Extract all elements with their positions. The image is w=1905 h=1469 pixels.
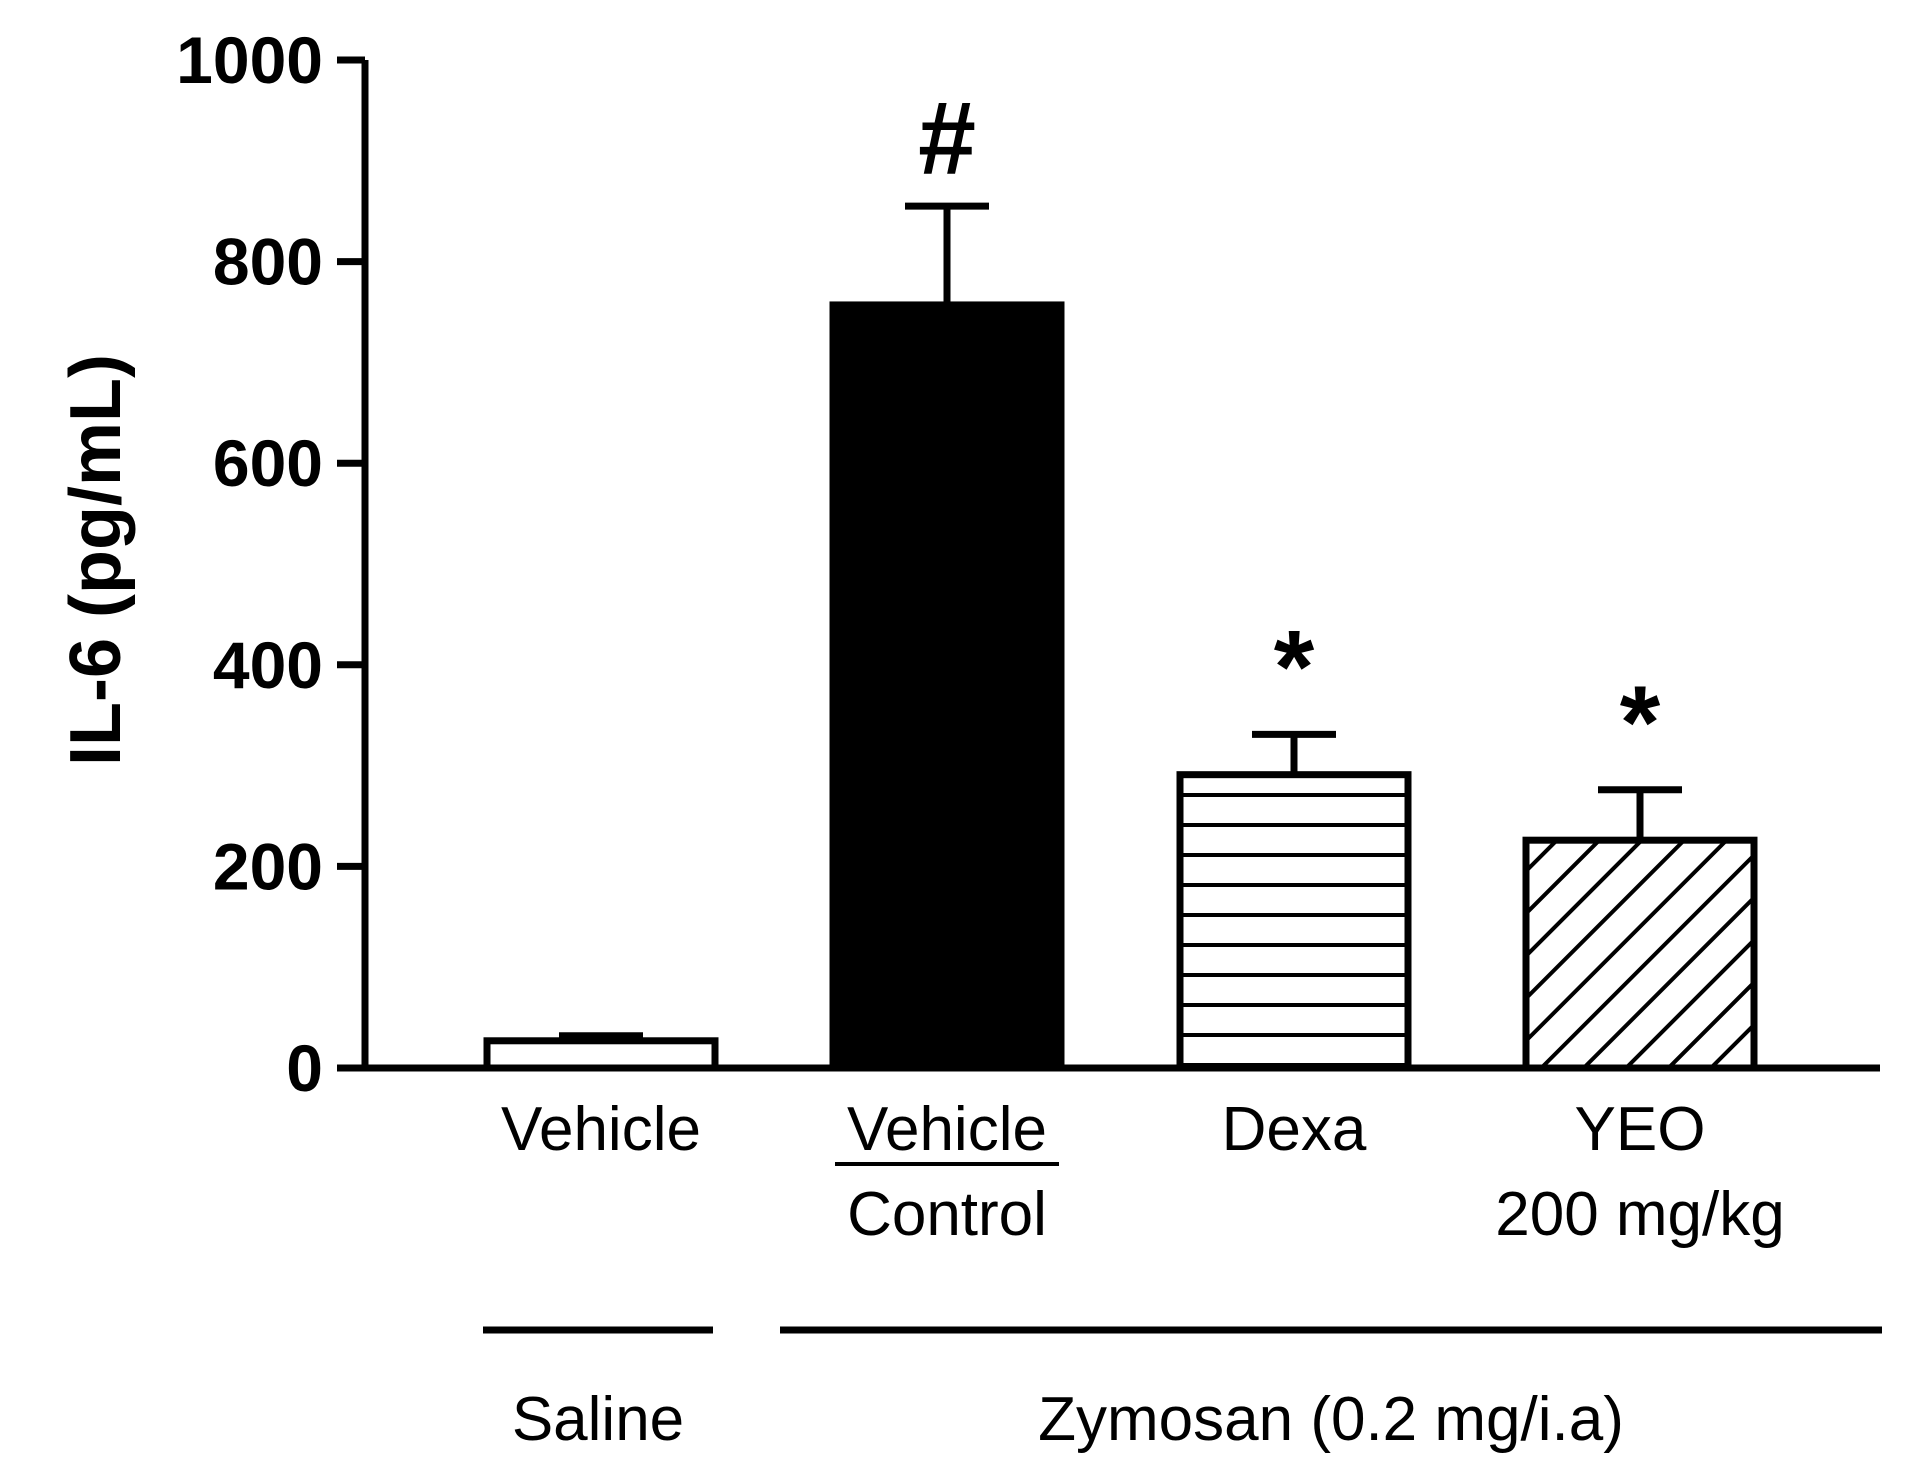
category-label: 200 mg/kg [1495,1180,1785,1249]
significance-marker: * [1274,609,1315,725]
significance-marker: * [1620,665,1661,781]
category-labels: Vehicle Vehicle Control Dexa YEO 200 mg/kg [501,1095,1785,1249]
y-tick-label: 200 [213,829,323,903]
group-label: Saline [512,1385,684,1454]
group-label: Zymosan (0.2 mg/i.a) [1038,1385,1624,1454]
axes: 0 200 400 600 800 1000 [176,23,1880,1105]
bar [829,301,1065,1072]
category-label: Vehicle [847,1095,1047,1164]
y-axis-label: IL-6 (pg/mL) [56,354,136,766]
significance-marker: # [918,81,976,197]
y-tick-label: 400 [213,628,323,702]
bar [483,1037,719,1072]
bar [1522,836,1758,1072]
y-tick-label: 1000 [176,23,323,97]
category-label: Vehicle [501,1095,701,1164]
category-label: Dexa [1222,1095,1367,1164]
bar [1176,771,1412,1072]
y-tick-label: 0 [286,1031,323,1105]
category-label: YEO [1575,1095,1706,1164]
bars: # * * [483,81,1758,1072]
category-label: Control [847,1180,1047,1249]
y-tick-label: 600 [213,426,323,500]
group-brackets: Saline Zymosan (0.2 mg/i.a) [483,1326,1882,1454]
y-tick-label: 800 [213,225,323,299]
